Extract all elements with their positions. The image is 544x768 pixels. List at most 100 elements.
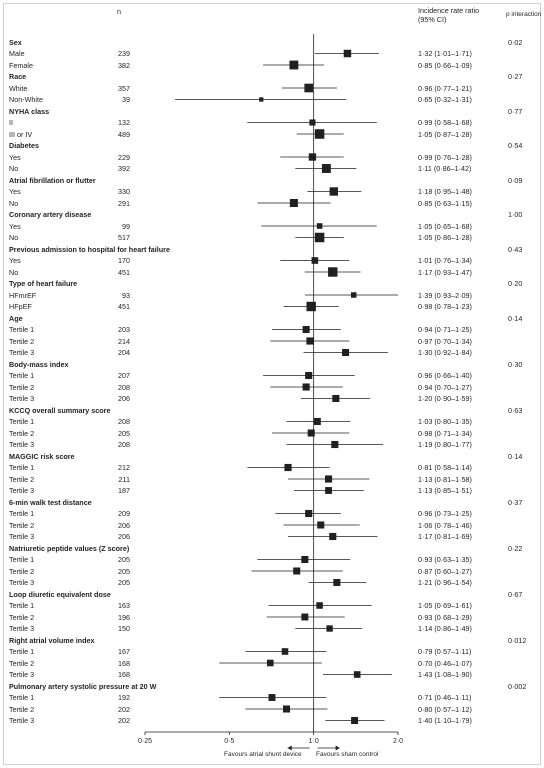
row-label: Tertile 3 (9, 486, 35, 495)
row-ci-text: 0·81 (0·58–1·14) (418, 463, 472, 472)
row-n: 239 (118, 49, 130, 58)
subgroup-header: Sex (9, 37, 22, 47)
point-estimate (321, 164, 331, 173)
row-n: 39 (122, 95, 130, 104)
p-interaction-value: 0·002 (508, 681, 527, 691)
row-label: Tertile 1 (9, 509, 35, 518)
row-label: Tertile 1 (9, 325, 35, 334)
row-label: Tertile 3 (9, 348, 35, 357)
row-label: II (9, 118, 13, 127)
row-ci-text: 0·96 (0·66–1·40) (418, 371, 472, 380)
point-estimate (324, 475, 333, 483)
p-interaction-value: 0·20 (508, 279, 523, 288)
row-label: HFmrEF (9, 290, 37, 300)
arrowhead-right-icon (335, 745, 340, 751)
point-estimate (329, 187, 338, 196)
subgroup-header: Type of heart failure (9, 279, 78, 288)
point-estimate (305, 509, 313, 518)
row-label: Tertile 3 (9, 624, 35, 633)
point-estimate (306, 337, 314, 345)
row-ci-text: 0·98 (0·78–1·23) (418, 302, 472, 311)
row-n: 204 (118, 348, 130, 357)
row-n: 212 (118, 463, 130, 472)
irr-ci-subheader: (95% CI) (418, 15, 447, 24)
p-interaction-header: p interaction (506, 11, 542, 18)
row-n: 214 (118, 336, 130, 346)
row-label: Tertile 1 (9, 693, 35, 702)
p-interaction-value: 0·09 (508, 175, 523, 185)
figure-frame (3, 3, 541, 765)
row-n: 132 (118, 118, 130, 127)
row-label: Tertile 3 (9, 440, 35, 449)
row-ci-text: 1·21 (0·96–1·54) (418, 578, 472, 587)
row-n: 208 (118, 440, 130, 449)
row-label: Tertile 2 (9, 336, 35, 346)
row-n: 330 (118, 187, 130, 196)
row-ci-text: 0·87 (0·60–1·27) (418, 566, 472, 576)
subgroup-header: Race (9, 72, 27, 81)
row-n: 206 (118, 394, 130, 403)
row-label: Female (9, 60, 33, 70)
row-label: Yes (9, 152, 21, 162)
row-n: 202 (118, 704, 130, 714)
point-estimate (293, 567, 301, 575)
point-estimate (304, 83, 314, 93)
row-n: 167 (118, 647, 130, 656)
row-n: 205 (118, 566, 130, 576)
row-ci-text: 1·13 (0·85–1·51) (418, 486, 472, 495)
row-n: 357 (118, 83, 130, 93)
row-ci-text: 0·79 (0·57–1·11) (418, 647, 472, 656)
row-label: Tertile 3 (9, 670, 35, 679)
row-n: 206 (118, 532, 130, 541)
row-label: Tertile 2 (9, 474, 35, 484)
row-ci-text: 1·19 (0·80–1·77) (418, 440, 472, 449)
point-estimate (289, 199, 298, 207)
row-n: 150 (118, 624, 130, 633)
point-estimate (329, 532, 337, 541)
row-ci-text: 1·03 (0·80–1·35) (418, 417, 472, 426)
row-n: 392 (118, 164, 130, 173)
n-column-header: n (117, 7, 121, 16)
subgroup-header: Atrial fibrillation or flutter (9, 175, 96, 185)
row-ci-text: 0·98 (0·71–1·34) (418, 428, 472, 438)
row-ci-text: 0·70 (0·46–1·07) (418, 658, 472, 668)
row-label: Yes (9, 256, 21, 265)
row-label: Tertile 3 (9, 394, 35, 403)
subgroup-header: 6-min walk test distance (9, 497, 92, 507)
point-estimate (316, 223, 323, 229)
row-ci-text: 1·30 (0·92–1·84) (418, 348, 472, 357)
row-label: No (9, 233, 19, 242)
irr-column-header: Incidence rate ratio (418, 6, 480, 15)
row-ci-text: 1·14 (0·86–1·49) (418, 624, 472, 633)
point-estimate (307, 429, 315, 437)
row-label: No (9, 267, 19, 277)
row-ci-text: 0·85 (0·63–1·15) (418, 198, 472, 208)
row-label: Tertile 1 (9, 417, 35, 426)
subgroup-header: Coronary artery disease (9, 210, 92, 219)
row-label: White (9, 83, 28, 93)
row-ci-text: 1·39 (0·93–2·09) (418, 290, 472, 300)
row-n: 211 (118, 474, 130, 484)
p-interaction-value: 0·77 (508, 106, 523, 116)
p-interaction-value: 0·14 (508, 313, 523, 323)
x-axis-tick-label: 2·0 (393, 738, 403, 745)
row-ci-text: 1·18 (0·95–1·48) (418, 187, 472, 196)
p-interaction-value: 0·54 (508, 141, 523, 150)
row-label: Yes (9, 221, 21, 231)
point-estimate (316, 602, 323, 609)
subgroup-header: Body-mass index (9, 359, 69, 369)
point-estimate (302, 383, 310, 391)
row-n: 196 (118, 612, 130, 622)
row-ci-text: 0·99 (0·58–1·68) (418, 118, 472, 127)
point-estimate (301, 613, 309, 621)
row-label: No (9, 198, 19, 208)
p-interaction-value: 0·67 (508, 589, 523, 599)
row-label: HFpEF (9, 302, 32, 311)
row-ci-text: 1·43 (1·08–1·90) (418, 670, 472, 679)
point-estimate (317, 521, 325, 529)
row-ci-text: 0·65 (0·32–1·31) (418, 95, 472, 104)
row-n: 170 (118, 256, 130, 265)
row-n: 489 (118, 129, 130, 139)
row-ci-text: 1·05 (0·69–1·61) (418, 601, 472, 610)
row-label: Tertile 2 (9, 612, 35, 622)
